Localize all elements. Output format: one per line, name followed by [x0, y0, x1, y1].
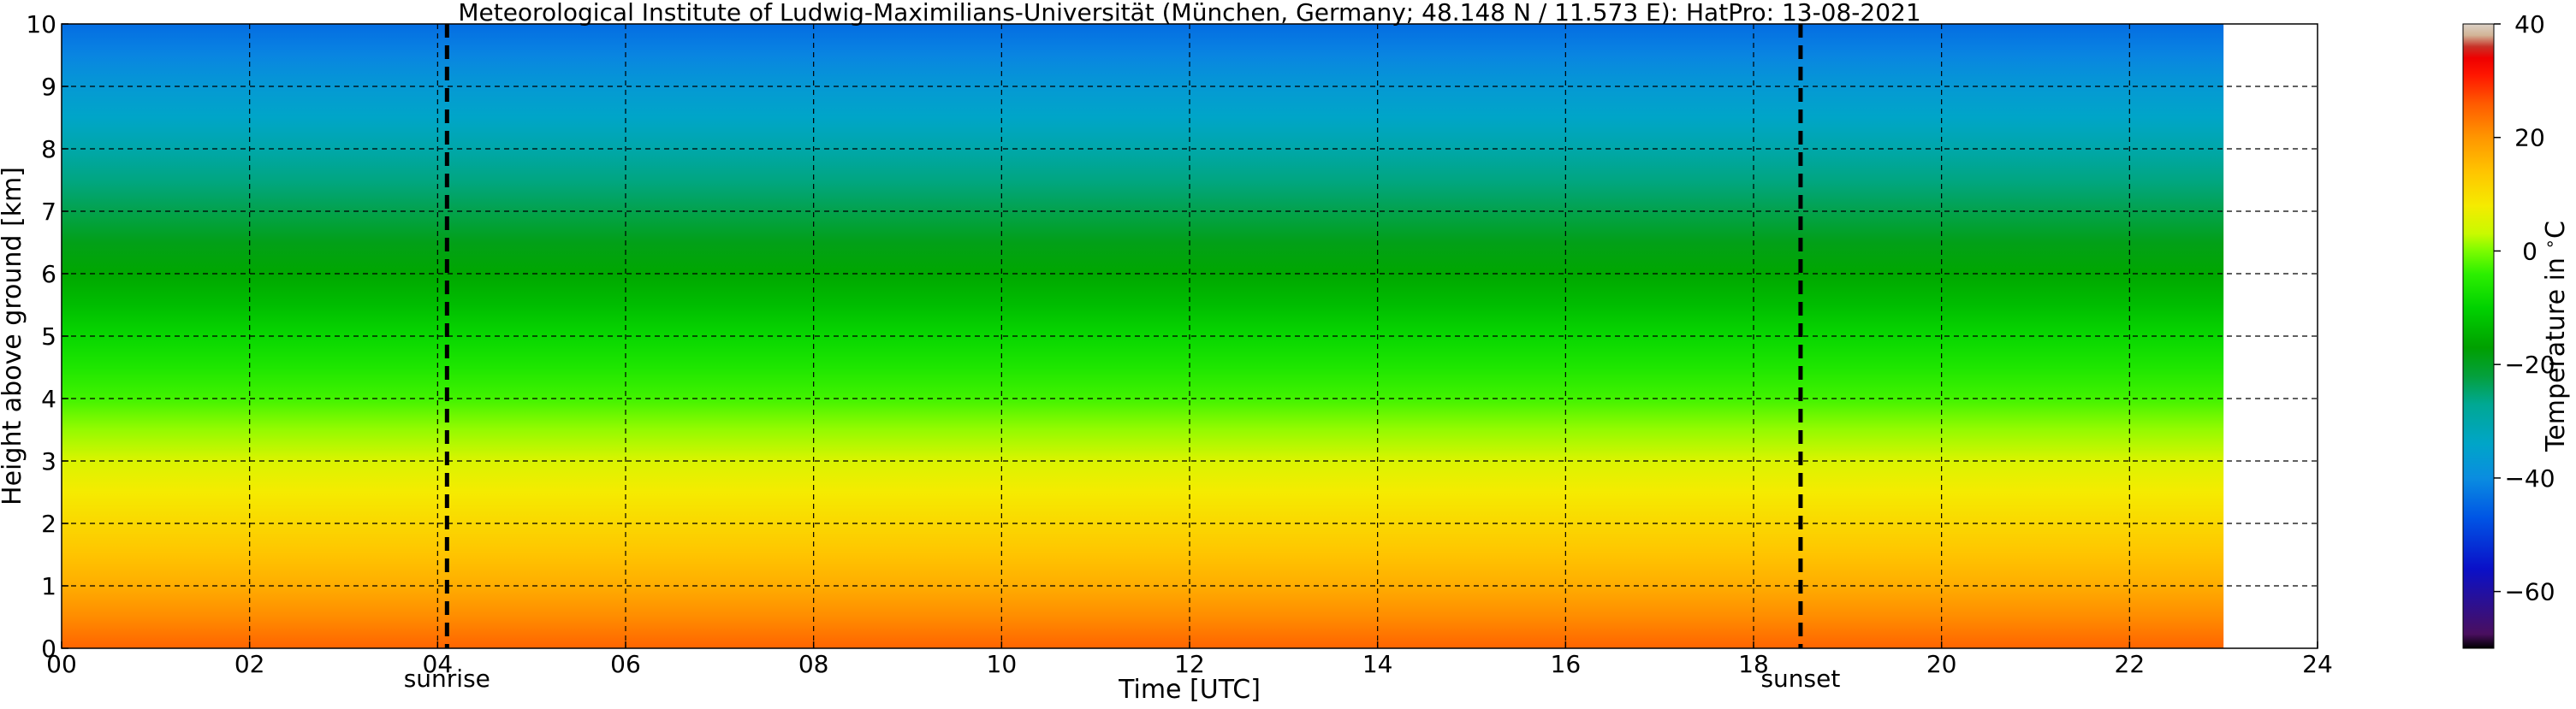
- x-tick-label: 14: [1362, 650, 1393, 678]
- y-tick-label: 6: [41, 260, 56, 288]
- x-tick-label: 08: [798, 650, 829, 678]
- colorbar-tick-label: 0: [2522, 237, 2537, 265]
- y-tick-label: 1: [41, 572, 56, 600]
- y-tick-label: 7: [41, 198, 56, 226]
- colorbar-title: Temperature in ∘C: [2539, 221, 2571, 452]
- y-axis-title: Height above ground [km]: [0, 167, 27, 505]
- y-tick-label: 3: [41, 447, 56, 476]
- x-tick-label: 22: [2115, 650, 2146, 678]
- x-tick-label: 10: [987, 650, 1018, 678]
- x-tick-label: 16: [1551, 650, 1582, 678]
- x-tick-label: 18: [1738, 650, 1769, 678]
- gridlines: [62, 24, 2318, 648]
- y-axis-ticks: 0 1 2 3 4 5 6 7 8 9 10: [26, 10, 68, 663]
- y-tick-label: 4: [41, 385, 56, 413]
- y-tick-label: 9: [41, 73, 56, 101]
- x-tick-label: 04: [423, 650, 454, 678]
- x-tick-label: 06: [610, 650, 641, 678]
- colorbar: [2462, 23, 2495, 649]
- y-tick-label: 5: [41, 322, 56, 351]
- x-axis-title: Time [UTC]: [1118, 675, 1261, 705]
- x-tick-label: 24: [2302, 650, 2333, 678]
- x-tick-label: 00: [46, 650, 77, 678]
- chart-title: Meteorological Institute of Ludwig-Maxim…: [458, 0, 1920, 27]
- colorbar-tick-label: −40: [2504, 464, 2555, 493]
- x-tick-label: 12: [1174, 650, 1205, 678]
- sunrise-label: sunrise: [404, 665, 490, 693]
- y-tick-label: 2: [41, 510, 56, 538]
- colorbar-tick-label: −20: [2504, 351, 2555, 379]
- y-tick-label: 10: [26, 10, 56, 38]
- y-tick-label: 0: [41, 635, 56, 663]
- colorbar-tick-label: 20: [2514, 124, 2545, 152]
- x-tick-label: 20: [1926, 650, 1957, 678]
- annotations: sunrise sunset: [404, 24, 1840, 693]
- x-tick-label: 02: [234, 650, 265, 678]
- y-tick-label: 8: [41, 135, 56, 163]
- sunset-label: sunset: [1760, 665, 1840, 693]
- colorbar-ticks: 40 20 0 −20 −40 −60: [2494, 10, 2555, 606]
- x-axis-ticks: 00 02 04 06 08 10 12 14 16 18 20 22 24: [46, 641, 2333, 678]
- colorbar-tick-label: 40: [2514, 10, 2545, 38]
- colorbar-tick-label: −60: [2504, 578, 2555, 606]
